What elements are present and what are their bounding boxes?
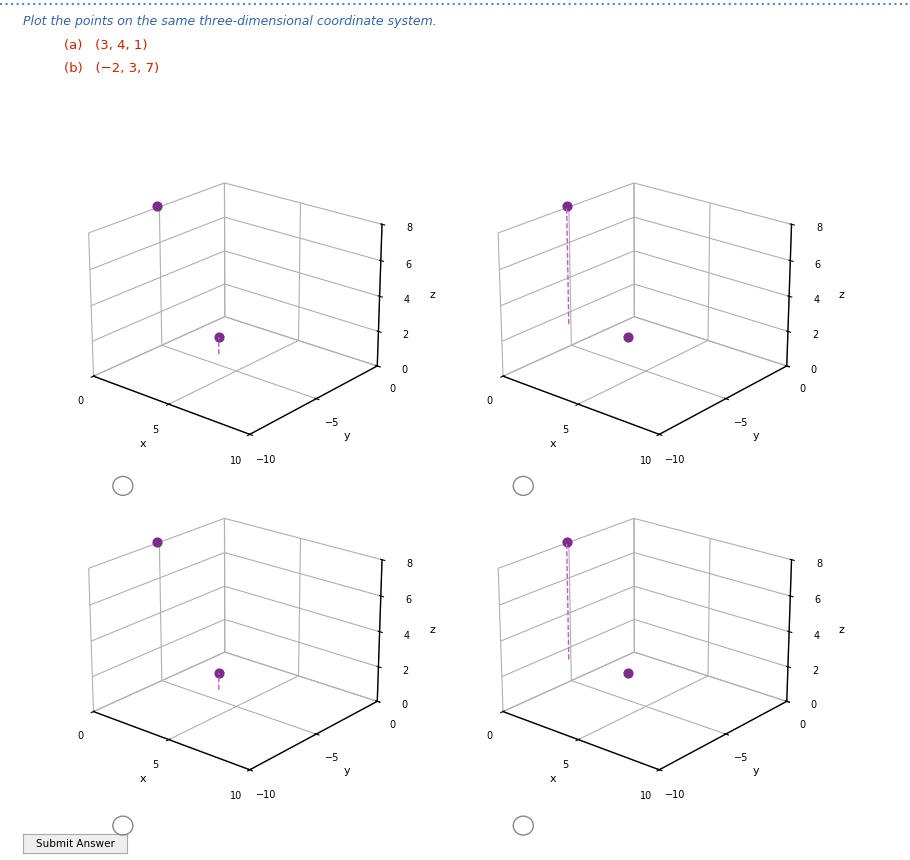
Text: Plot the points on the same three-dimensional coordinate system.: Plot the points on the same three-dimens… [23, 15, 437, 28]
X-axis label: x: x [140, 774, 147, 784]
X-axis label: x: x [140, 439, 147, 449]
Y-axis label: y: y [343, 766, 349, 776]
Text: (a)   (3, 4, 1): (a) (3, 4, 1) [64, 39, 147, 52]
Y-axis label: y: y [753, 766, 759, 776]
X-axis label: x: x [550, 774, 556, 784]
X-axis label: x: x [550, 439, 556, 449]
Text: (b)   (−2, 3, 7): (b) (−2, 3, 7) [64, 62, 159, 75]
Text: Submit Answer: Submit Answer [35, 838, 115, 849]
Y-axis label: y: y [343, 431, 349, 440]
Y-axis label: y: y [753, 431, 759, 440]
